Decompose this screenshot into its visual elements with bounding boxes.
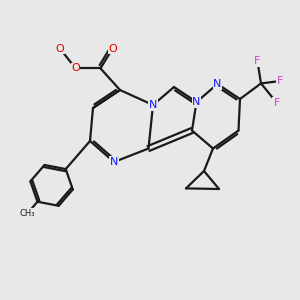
Bar — [192, 96, 201, 108]
Text: N: N — [110, 157, 118, 167]
Text: N: N — [149, 100, 157, 110]
Text: F: F — [273, 98, 280, 108]
Bar — [148, 99, 158, 111]
Bar — [272, 97, 281, 108]
Bar — [213, 78, 222, 90]
Text: O: O — [71, 63, 80, 74]
Bar — [108, 43, 117, 54]
Text: N: N — [213, 79, 222, 89]
Bar — [16, 208, 38, 219]
Text: F: F — [254, 56, 261, 66]
Text: O: O — [108, 44, 117, 54]
Text: CH₃: CH₃ — [20, 209, 35, 218]
Bar — [253, 55, 262, 67]
Text: F: F — [277, 76, 284, 86]
Bar — [109, 156, 119, 168]
Text: O: O — [56, 44, 64, 54]
Bar — [55, 43, 65, 54]
Bar — [71, 63, 80, 74]
Text: N: N — [192, 97, 201, 107]
Bar — [276, 75, 285, 87]
